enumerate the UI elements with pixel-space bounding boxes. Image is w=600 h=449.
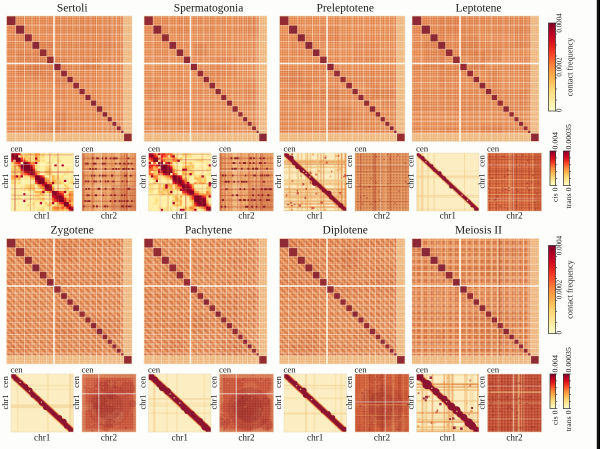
svg-text:cen: cen bbox=[82, 144, 95, 154]
svg-text:chr2: chr2 bbox=[506, 211, 523, 221]
svg-text:Spermatogonia: Spermatogonia bbox=[174, 3, 244, 15]
svg-text:cen: cen bbox=[478, 375, 487, 387]
svg-text:chr1: chr1 bbox=[1, 395, 10, 410]
svg-text:cen: cen bbox=[355, 144, 368, 154]
svg-text:0.004: 0.004 bbox=[551, 132, 560, 150]
svg-text:chr1: chr1 bbox=[478, 174, 487, 189]
svg-text:0.0004: 0.0004 bbox=[556, 13, 564, 33]
svg-text:cen: cen bbox=[219, 144, 232, 154]
svg-text:cen: cen bbox=[219, 365, 232, 375]
svg-text:chr1: chr1 bbox=[345, 395, 354, 410]
svg-text:chr1: chr1 bbox=[274, 174, 283, 189]
svg-text:trans 0: trans 0 bbox=[564, 187, 573, 208]
svg-text:cis 0: cis 0 bbox=[551, 187, 560, 202]
svg-text:cen: cen bbox=[487, 144, 500, 154]
svg-text:Zygotene: Zygotene bbox=[50, 225, 93, 237]
svg-text:cen: cen bbox=[148, 144, 161, 154]
svg-text:chr1: chr1 bbox=[274, 395, 283, 410]
svg-text:chr2: chr2 bbox=[374, 433, 391, 443]
svg-text:cen: cen bbox=[284, 144, 297, 154]
svg-text:chr1: chr1 bbox=[210, 174, 219, 189]
svg-text:chr1: chr1 bbox=[440, 211, 457, 221]
svg-text:0: 0 bbox=[556, 331, 564, 335]
svg-text:chr2: chr2 bbox=[101, 211, 118, 221]
svg-text:chr1: chr1 bbox=[440, 433, 457, 443]
svg-text:chr1: chr1 bbox=[407, 395, 416, 410]
svg-text:cen: cen bbox=[416, 144, 429, 154]
svg-text:chr1: chr1 bbox=[307, 211, 324, 221]
svg-text:chr1: chr1 bbox=[34, 211, 51, 221]
svg-text:cen: cen bbox=[82, 365, 95, 375]
svg-text:Diplotene: Diplotene bbox=[323, 225, 368, 237]
svg-text:0.0002: 0.0002 bbox=[556, 279, 564, 299]
svg-text:chr1: chr1 bbox=[72, 174, 81, 189]
svg-text:chr2: chr2 bbox=[101, 433, 118, 443]
svg-text:cen: cen bbox=[274, 154, 283, 166]
svg-text:cen: cen bbox=[284, 365, 297, 375]
svg-text:0.0002: 0.0002 bbox=[556, 57, 564, 77]
svg-text:cen: cen bbox=[210, 375, 219, 387]
svg-text:cen: cen bbox=[139, 154, 148, 166]
svg-text:contact frequency: contact frequency bbox=[566, 37, 575, 96]
svg-text:cen: cen bbox=[1, 154, 10, 166]
svg-text:Leptotene: Leptotene bbox=[456, 3, 502, 15]
svg-text:cen: cen bbox=[1, 375, 10, 387]
svg-text:cen: cen bbox=[407, 154, 416, 166]
svg-text:cen: cen bbox=[416, 365, 429, 375]
svg-text:Preleptotene: Preleptotene bbox=[316, 3, 373, 15]
svg-text:0.004: 0.004 bbox=[551, 355, 560, 373]
svg-text:0: 0 bbox=[556, 108, 564, 112]
svg-text:chr1: chr1 bbox=[210, 395, 219, 410]
svg-text:cen: cen bbox=[72, 375, 81, 387]
svg-text:chr1: chr1 bbox=[307, 433, 324, 443]
svg-text:Sertoli: Sertoli bbox=[57, 3, 88, 15]
svg-text:chr1: chr1 bbox=[172, 211, 189, 221]
svg-text:cen: cen bbox=[355, 365, 368, 375]
svg-text:cen: cen bbox=[210, 154, 219, 166]
svg-text:chr1: chr1 bbox=[345, 174, 354, 189]
svg-text:chr1: chr1 bbox=[407, 174, 416, 189]
svg-text:cis 0: cis 0 bbox=[551, 410, 560, 425]
svg-text:chr1: chr1 bbox=[139, 395, 148, 410]
svg-text:cen: cen bbox=[148, 365, 161, 375]
svg-text:cen: cen bbox=[478, 154, 487, 166]
svg-text:cen: cen bbox=[345, 154, 354, 166]
svg-text:cen: cen bbox=[11, 144, 24, 154]
svg-text:chr1: chr1 bbox=[72, 395, 81, 410]
svg-text:chr1: chr1 bbox=[172, 433, 189, 443]
svg-text:cen: cen bbox=[407, 375, 416, 387]
svg-text:0.0004: 0.0004 bbox=[556, 235, 564, 255]
svg-text:chr2: chr2 bbox=[238, 211, 255, 221]
svg-text:0.00035: 0.00035 bbox=[564, 347, 573, 372]
svg-text:cen: cen bbox=[72, 154, 81, 166]
svg-text:chr2: chr2 bbox=[506, 433, 523, 443]
svg-text:chr1: chr1 bbox=[478, 395, 487, 410]
svg-text:cen: cen bbox=[487, 365, 500, 375]
svg-text:Pachytene: Pachytene bbox=[185, 225, 232, 237]
svg-text:trans 0: trans 0 bbox=[564, 410, 573, 431]
svg-text:0.00035: 0.00035 bbox=[564, 124, 573, 149]
svg-text:cen: cen bbox=[274, 375, 283, 387]
svg-text:chr2: chr2 bbox=[374, 211, 391, 221]
svg-text:contact frequency: contact frequency bbox=[566, 259, 575, 318]
svg-text:chr1: chr1 bbox=[1, 174, 10, 189]
svg-text:cen: cen bbox=[139, 375, 148, 387]
svg-text:cen: cen bbox=[11, 365, 24, 375]
svg-text:Meiosis II: Meiosis II bbox=[455, 225, 502, 237]
svg-text:chr1: chr1 bbox=[34, 433, 51, 443]
svg-text:cen: cen bbox=[345, 375, 354, 387]
svg-text:chr2: chr2 bbox=[238, 433, 255, 443]
svg-text:chr1: chr1 bbox=[139, 174, 148, 189]
